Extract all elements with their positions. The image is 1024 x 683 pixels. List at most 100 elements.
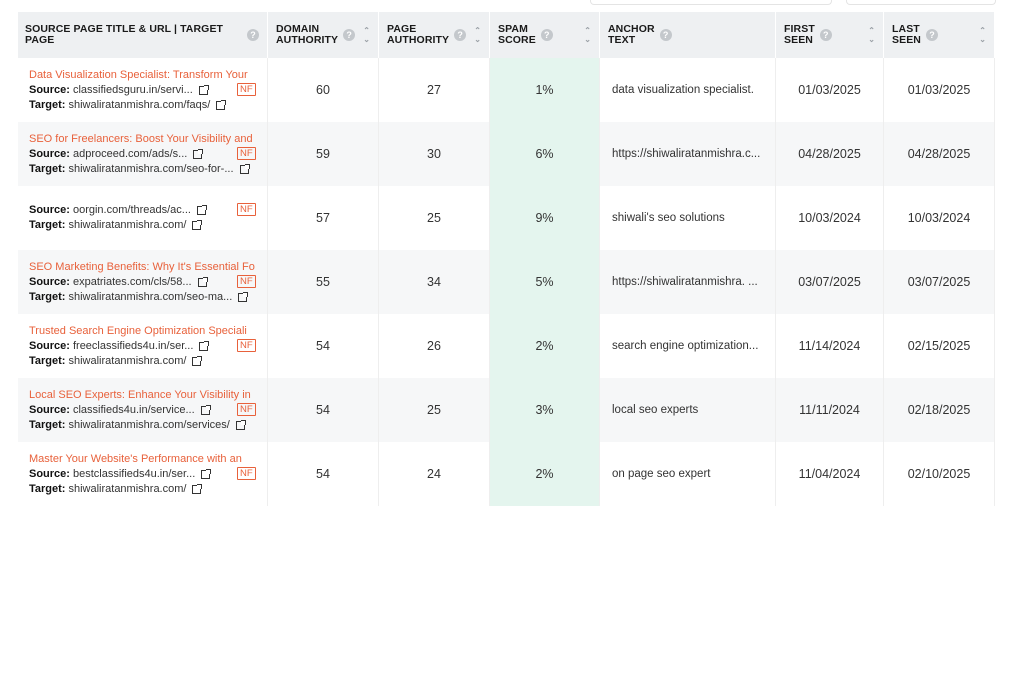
first-seen-cell: 11/14/2024 [776,314,884,378]
source-label: Source: [29,147,70,160]
spam-score-cell: 9% [490,186,600,250]
external-link-icon[interactable] [192,220,203,230]
external-link-icon[interactable] [198,84,209,95]
col-header-last-seen[interactable]: LAST SEEN? ⌃ ⌄ [884,12,995,58]
spam-score-cell: 2% [490,442,600,506]
help-circle-icon[interactable]: ? [926,29,938,41]
source-url[interactable]: classifiedsguru.in/servi... [72,83,193,96]
source-url[interactable]: adproceed.com/ads/s... [72,147,188,160]
target-label: Target: [29,354,66,367]
source-page-title-link[interactable]: SEO Marketing Benefits: Why It's Essenti… [29,260,255,273]
sort-arrows-icon[interactable]: ⌃ ⌄ [363,26,370,44]
top-control-left [590,0,832,5]
sort-arrows-icon[interactable]: ⌃ ⌄ [474,26,481,44]
nofollow-badge: NF [237,466,256,480]
col-header-spam-score[interactable]: SPAM SCORE? ⌃ ⌄ [490,12,600,58]
external-link-icon[interactable] [216,99,227,110]
col-header-first-seen[interactable]: FIRST SEEN? ⌃ ⌄ [776,12,884,58]
last-seen-cell: 02/10/2025 [884,442,995,506]
nofollow-badge: NF [237,203,256,216]
source-page-title-link[interactable]: Data Visualization Specialist: Transform… [29,68,248,81]
external-link-icon[interactable] [193,148,204,159]
external-link-icon[interactable] [238,291,249,302]
external-link-icon[interactable] [199,340,210,351]
col-header-da-line1: DOMAIN [276,23,320,35]
external-link-icon[interactable] [192,483,203,494]
external-link-icon[interactable] [235,419,246,430]
target-url[interactable]: shiwaliratanmishra.com/seo-for-... [68,162,234,175]
source-label: Source: [29,339,70,352]
page-authority-cell: 24 [379,442,490,506]
anchor-text-cell: https://shiwaliratanmishra. ... [600,250,776,314]
source-label: Source: [29,83,70,96]
col-header-first-line1: FIRST [784,23,815,35]
target-label: Target: [29,219,66,231]
external-link-icon[interactable] [192,355,203,366]
target-url[interactable]: shiwaliratanmishra.com/seo-ma... [68,290,233,303]
col-header-spam-line1: SPAM [498,23,528,35]
target-url[interactable]: shiwaliratanmishra.com/faqs/ [68,98,211,111]
col-header-page-authority[interactable]: PAGE AUTHORITY? ⌃ ⌄ [379,12,490,58]
help-circle-icon[interactable]: ? [540,29,553,41]
external-link-icon[interactable] [196,205,207,215]
target-line: Target: shiwaliratanmishra.com/seo-ma... [29,290,259,305]
spam-score-cell: 1% [490,58,600,122]
nofollow-badge: NF [237,402,256,416]
domain-authority-cell: 54 [268,314,379,378]
target-url[interactable]: shiwaliratanmishra.com/ [68,482,187,495]
first-seen-cell: 03/07/2025 [776,250,884,314]
first-seen-cell: 04/28/2025 [776,122,884,186]
sort-arrows-icon[interactable]: ⌃ ⌄ [979,26,986,44]
anchor-text-cell: on page seo expert [600,442,776,506]
spam-score-cell: 2% [490,314,600,378]
col-header-domain-authority[interactable]: DOMAIN AUTHORITY? ⌃ ⌄ [268,12,379,58]
sort-arrows-icon[interactable]: ⌃ ⌄ [868,26,875,44]
external-link-icon[interactable] [239,163,250,174]
source-url[interactable]: bestclassifieds4u.in/ser... [72,467,196,480]
source-page-title-link[interactable]: Master Your Website's Performance with a… [29,452,242,465]
sort-arrows-icon[interactable]: ⌃ ⌄ [584,26,591,44]
col-header-source[interactable]: SOURCE PAGE TITLE & URL | TARGET PAGE? [18,12,268,58]
nofollow-badge: NF [237,146,256,160]
source-line: Source: freeclassifieds4u.in/ser... NF [29,338,259,354]
help-circle-icon[interactable]: ? [819,29,832,41]
source-cell: Source: oorgin.com/threads/ac... NF Target:… [18,186,268,250]
anchor-text-cell: https://shiwaliratanmishra.c... [600,122,776,186]
help-circle-icon[interactable]: ? [343,29,356,41]
page-authority-cell: 34 [379,250,490,314]
target-line: Target: shiwaliratanmishra.com/ [29,218,259,233]
col-header-anchor-text[interactable]: ANCHOR TEXT? [600,12,776,58]
target-label: Target: [29,162,66,175]
page-authority-cell: 27 [379,58,490,122]
source-label: Source: [29,467,70,480]
source-cell: Data Visualization Specialist: Transform… [18,58,268,122]
col-header-first-line2: SEEN [784,34,813,46]
anchor-text-cell: shiwali's seo solutions [600,186,776,250]
source-url[interactable]: expatriates.com/cls/58... [72,275,192,288]
external-link-icon[interactable] [200,404,211,415]
domain-authority-cell: 57 [268,186,379,250]
source-page-title-link[interactable]: SEO for Freelancers: Boost Your Visibili… [29,132,253,145]
source-line: Source: bestclassifieds4u.in/ser... NF [29,466,259,482]
source-line: Source: adproceed.com/ads/s... NF [29,146,259,162]
last-seen-cell: 10/03/2024 [884,186,995,250]
source-cell: SEO Marketing Benefits: Why It's Essenti… [18,250,268,314]
source-page-title-link[interactable]: Trusted Search Engine Optimization Speci… [29,324,247,337]
source-line: Source: expatriates.com/cls/58... NF [29,274,259,290]
help-circle-icon[interactable]: ? [247,29,259,41]
target-url[interactable]: shiwaliratanmishra.com/ [68,219,187,231]
help-circle-icon[interactable]: ? [454,29,467,41]
col-header-spam-line2: SCORE [498,34,536,46]
external-link-icon[interactable] [197,276,208,287]
external-link-icon[interactable] [201,468,212,479]
target-url[interactable]: shiwaliratanmishra.com/services/ [68,418,230,431]
source-page-title-link[interactable]: Local SEO Experts: Enhance Your Visibili… [29,388,251,401]
help-circle-icon[interactable]: ? [659,29,672,41]
col-header-pa-line1: PAGE [387,23,417,35]
source-url[interactable]: freeclassifieds4u.in/ser... [72,339,194,352]
target-url[interactable]: shiwaliratanmishra.com/ [68,354,187,367]
source-url[interactable]: classifieds4u.in/service... [72,403,195,416]
nofollow-badge: NF [237,274,256,288]
domain-authority-cell: 60 [268,58,379,122]
source-url[interactable]: oorgin.com/threads/ac... [72,204,191,216]
